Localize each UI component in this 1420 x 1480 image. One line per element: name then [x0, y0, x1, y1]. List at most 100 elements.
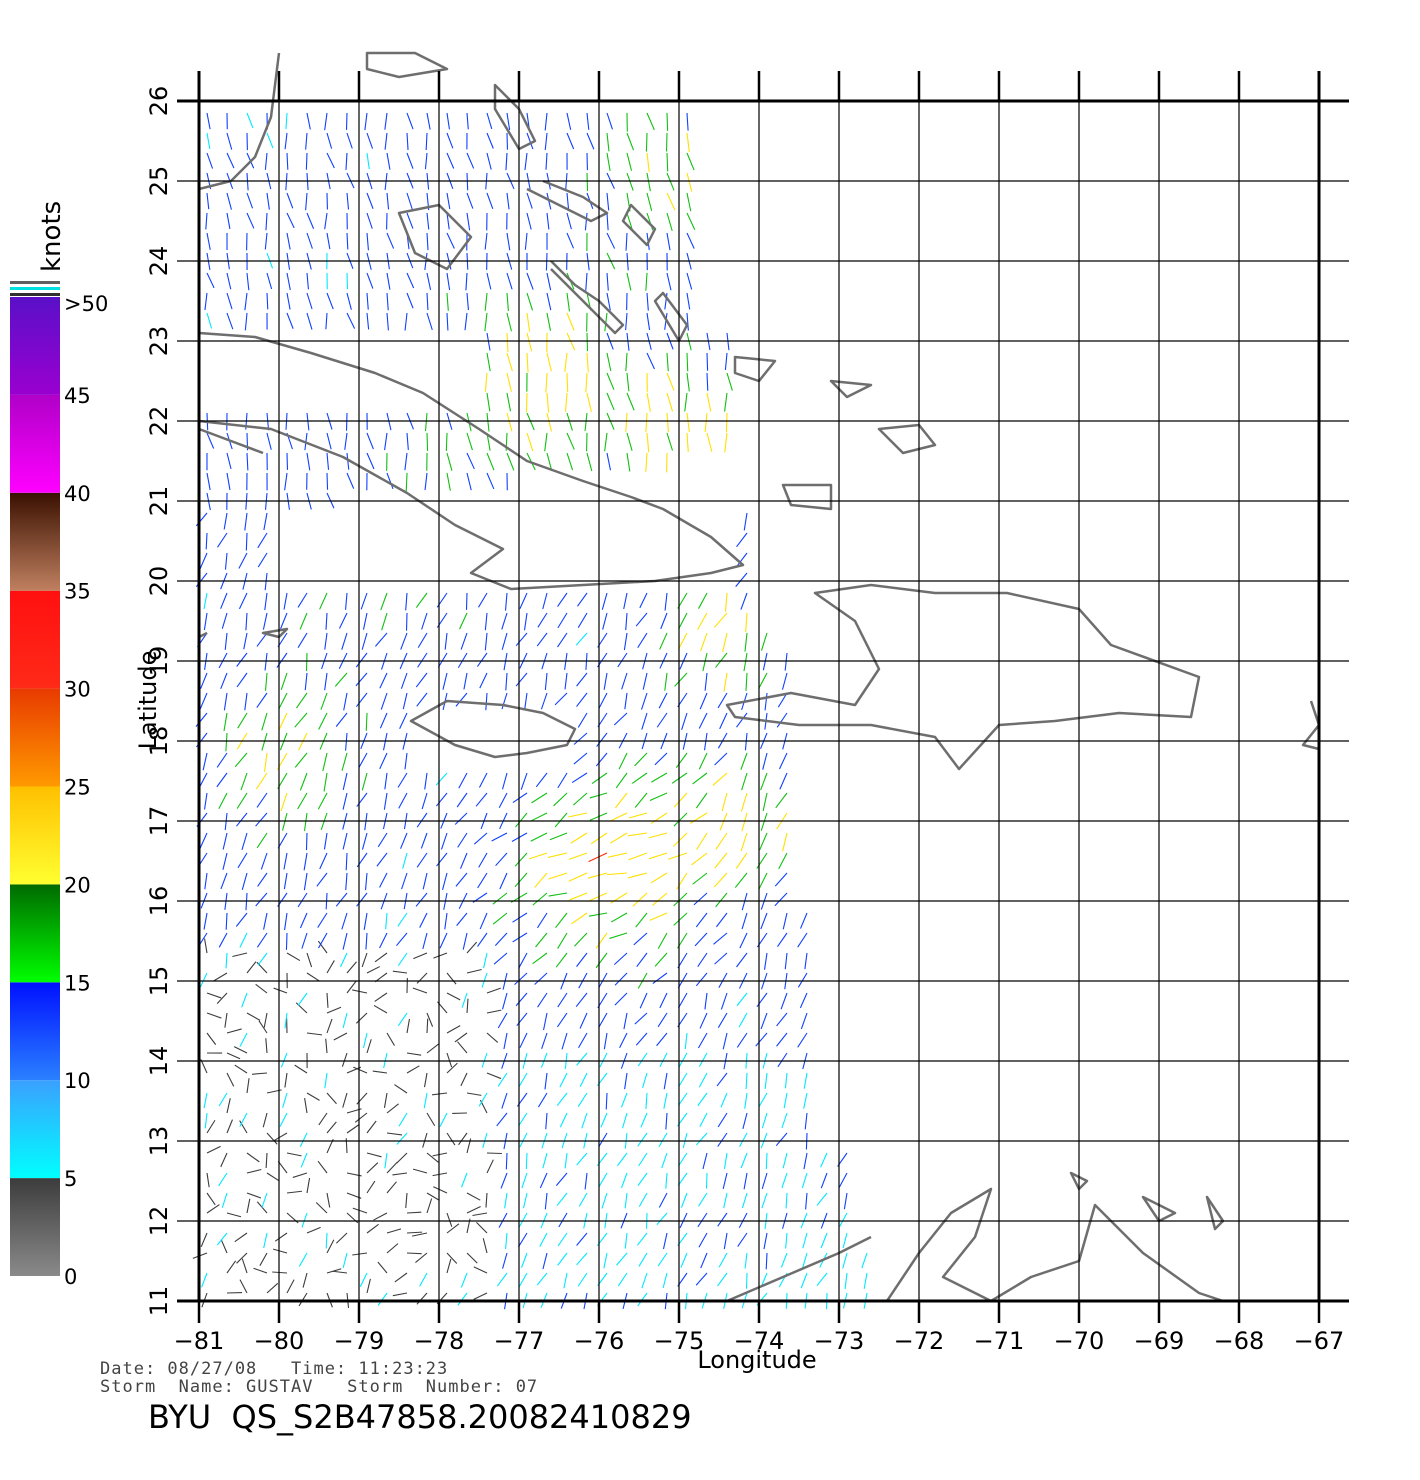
wind-vector	[422, 872, 428, 890]
wind-vector	[454, 1032, 468, 1043]
wind-vector	[797, 1032, 808, 1048]
wind-vector	[264, 652, 268, 671]
y-tick-label: 19	[145, 646, 173, 677]
wind-vector	[537, 612, 548, 628]
wind-vector	[366, 232, 369, 251]
legend-band	[10, 492, 60, 591]
wind-vector	[220, 672, 228, 690]
wind-vector	[586, 172, 589, 191]
wind-vector	[566, 112, 572, 130]
wind-vector	[379, 752, 388, 770]
wind-vector	[720, 1092, 728, 1108]
wind-vector	[677, 1152, 688, 1167]
wind-vector	[803, 1072, 808, 1089]
wind-vector	[397, 952, 408, 967]
wind-vector	[282, 812, 288, 831]
wind-vector	[239, 932, 248, 948]
y-tick-label: 16	[145, 886, 173, 917]
wind-vector	[200, 1059, 208, 1074]
wind-vector	[528, 852, 548, 860]
wind-vector	[610, 892, 628, 904]
wind-vector	[606, 392, 615, 411]
wind-vector	[426, 1112, 436, 1127]
wind-vector	[286, 1279, 295, 1294]
wind-vector	[278, 692, 288, 710]
acklins-coast	[733, 355, 777, 383]
wind-vector	[745, 1072, 748, 1090]
wind-vector	[686, 172, 693, 192]
wind-vector	[422, 932, 428, 949]
wind-vector	[421, 612, 428, 630]
wind-vector	[263, 1232, 268, 1249]
legend-label: 20	[64, 873, 91, 897]
wind-vector	[526, 132, 534, 150]
wind-vector	[486, 1032, 499, 1043]
x-tick-label: −71	[974, 1327, 1025, 1355]
wind-vector	[760, 1012, 768, 1030]
wind-vector	[546, 292, 552, 311]
wind-vector	[677, 992, 688, 1009]
wind-vector	[356, 792, 368, 807]
wind-vector	[459, 612, 468, 630]
wind-vector	[577, 612, 588, 628]
wind-vector	[440, 832, 448, 850]
wind-vector	[446, 292, 449, 311]
wind-vector	[220, 1152, 228, 1168]
wind-vector	[319, 852, 328, 870]
wind-vector	[265, 212, 268, 231]
wind-vector	[609, 932, 628, 939]
wind-vector	[316, 872, 328, 887]
wind-vector	[478, 1092, 488, 1107]
wind-vector	[585, 272, 588, 291]
wind-vector	[361, 832, 368, 850]
wind-vector	[206, 1032, 217, 1045]
wind-vector	[346, 292, 352, 310]
wind-vector	[223, 512, 228, 530]
wind-vector	[361, 632, 368, 650]
wind-vector	[760, 632, 768, 651]
wind-vector	[526, 292, 534, 311]
wind-vector	[486, 1159, 494, 1174]
wind-vector	[298, 1292, 308, 1307]
wind-vector	[460, 1272, 468, 1288]
wind-vector	[695, 792, 708, 809]
wind-vector	[557, 1252, 568, 1266]
wind-vector	[603, 672, 608, 690]
wind-vector	[544, 1072, 548, 1090]
wind-vector	[446, 1052, 453, 1068]
wind-vector	[699, 1012, 708, 1029]
wind-vector	[476, 1221, 488, 1234]
wind-vector	[355, 652, 368, 668]
wind-vector	[526, 192, 533, 209]
wind-vector	[466, 452, 475, 470]
wind-vector	[326, 472, 329, 490]
wind-vector	[577, 1272, 588, 1287]
cayman-coast	[261, 627, 289, 639]
wind-vector	[546, 352, 552, 372]
wind-vector	[334, 672, 348, 687]
wind-vector	[724, 352, 728, 371]
wind-vector	[649, 792, 668, 801]
wind-vector	[539, 1172, 548, 1189]
wind-vector	[457, 652, 468, 669]
long-island-coast	[653, 291, 689, 343]
wind-vector	[664, 592, 668, 611]
wind-vector	[554, 692, 568, 706]
wind-vector	[342, 832, 348, 850]
wind-vector	[366, 132, 374, 149]
wind-vector	[628, 812, 648, 819]
wind-vector	[341, 912, 348, 930]
wind-vector	[608, 852, 628, 858]
wind-vector	[199, 552, 208, 570]
wind-vector	[666, 392, 674, 412]
wind-vector	[606, 232, 616, 249]
wind-vector	[584, 412, 588, 432]
x-tick-label: −81	[174, 1327, 225, 1355]
wind-vector	[446, 1025, 461, 1034]
wind-vector	[203, 592, 208, 610]
wind-vector	[736, 532, 748, 548]
wind-vector	[446, 1212, 453, 1227]
wind-vector	[366, 1039, 372, 1054]
wind-vector	[340, 952, 348, 968]
wind-vector	[426, 1012, 434, 1027]
